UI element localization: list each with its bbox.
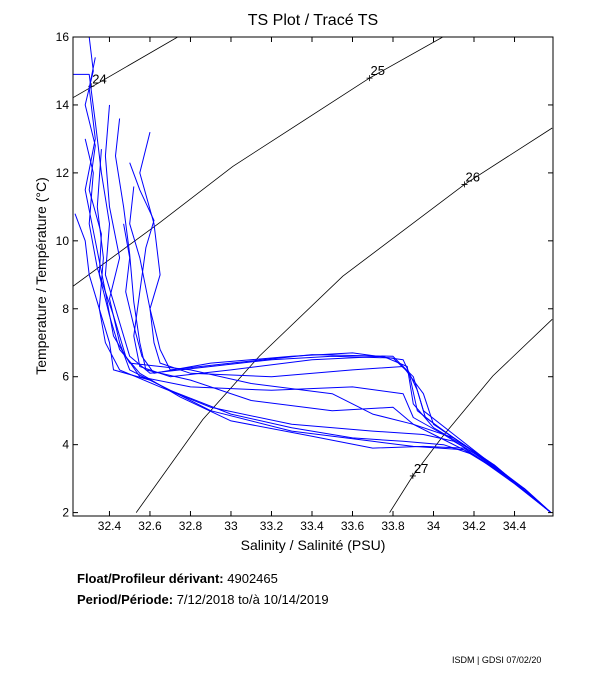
y-tick-label: 4 <box>62 438 69 452</box>
float-id: 4902465 <box>227 571 278 586</box>
ts-profile-line-9 <box>84 57 552 513</box>
x-tick-label: 34.4 <box>503 519 527 533</box>
x-tick-label: 33.8 <box>381 519 405 533</box>
period-start: 7/12/2018 <box>176 592 235 607</box>
x-tick-label: 34.2 <box>462 519 486 533</box>
period-separator: to/à <box>238 592 260 607</box>
contour-label-27: 27 <box>414 461 428 476</box>
y-tick-label: 6 <box>62 370 69 384</box>
credit-text: ISDM | GDSI 07/02/20 <box>452 655 542 665</box>
y-tick-label: 12 <box>56 166 70 180</box>
period-end: 10/14/2019 <box>263 592 329 607</box>
y-tick-label: 16 <box>56 30 70 44</box>
y-tick-label: 8 <box>62 302 69 316</box>
ts-profile-line-3 <box>115 118 552 513</box>
x-tick-label: 33.4 <box>300 519 324 533</box>
contour-label-24: 24 <box>92 71 106 86</box>
x-axis-title: Salinity / Salinité (PSU) <box>241 537 386 553</box>
density-contour-24 <box>73 37 178 99</box>
y-tick-label: 14 <box>56 98 70 112</box>
density-contour-26 <box>135 127 553 513</box>
density-contours: 24 25 26 27 <box>73 37 553 513</box>
ts-profile-line-2 <box>73 73 552 513</box>
period-info: Period/Période: 7/12/2018 to/à 10/14/201… <box>77 592 329 607</box>
x-tick-label: 34 <box>427 519 441 533</box>
density-contour-25 <box>73 37 443 287</box>
float-info: Float/Profileur dérivant: 4902465 <box>77 571 278 586</box>
ts-profile-line-12 <box>123 223 552 513</box>
density-contour-27 <box>389 319 553 513</box>
x-tick-label: 33.2 <box>260 519 284 533</box>
plot-frame <box>72 36 554 517</box>
x-tick-label: 33 <box>224 519 238 533</box>
x-tick-label: 32.4 <box>98 519 122 533</box>
ts-profile-line-8 <box>104 104 552 513</box>
axes: 32.4 32.6 32.8 33 33.2 33.4 33.6 33.8 34 34.2 34.4… <box>56 30 553 533</box>
y-axis-title: Temperature / Température (°C) <box>33 177 49 375</box>
contour-label-marker <box>461 181 468 188</box>
x-tick-label: 32.8 <box>179 519 203 533</box>
ts-profile-line-4 <box>139 131 552 513</box>
float-label: Float/Profileur dérivant: <box>77 571 224 586</box>
contour-label-25: 25 <box>371 63 385 78</box>
period-label: Period/Période: <box>77 592 174 607</box>
ts-profile-line-11 <box>96 149 552 513</box>
ts-profile-line-1 <box>84 37 552 513</box>
y-tick-label: 10 <box>56 234 70 248</box>
profile-series <box>73 37 552 513</box>
contour-label-marker <box>366 75 373 82</box>
chart-title: TS Plot / Tracé TS <box>248 12 378 29</box>
contour-label-26: 26 <box>465 169 479 184</box>
contour-label-marker <box>409 472 416 479</box>
y-tick-label: 2 <box>62 506 69 520</box>
x-tick-label: 33.6 <box>341 519 365 533</box>
x-tick-label: 32.6 <box>138 519 162 533</box>
